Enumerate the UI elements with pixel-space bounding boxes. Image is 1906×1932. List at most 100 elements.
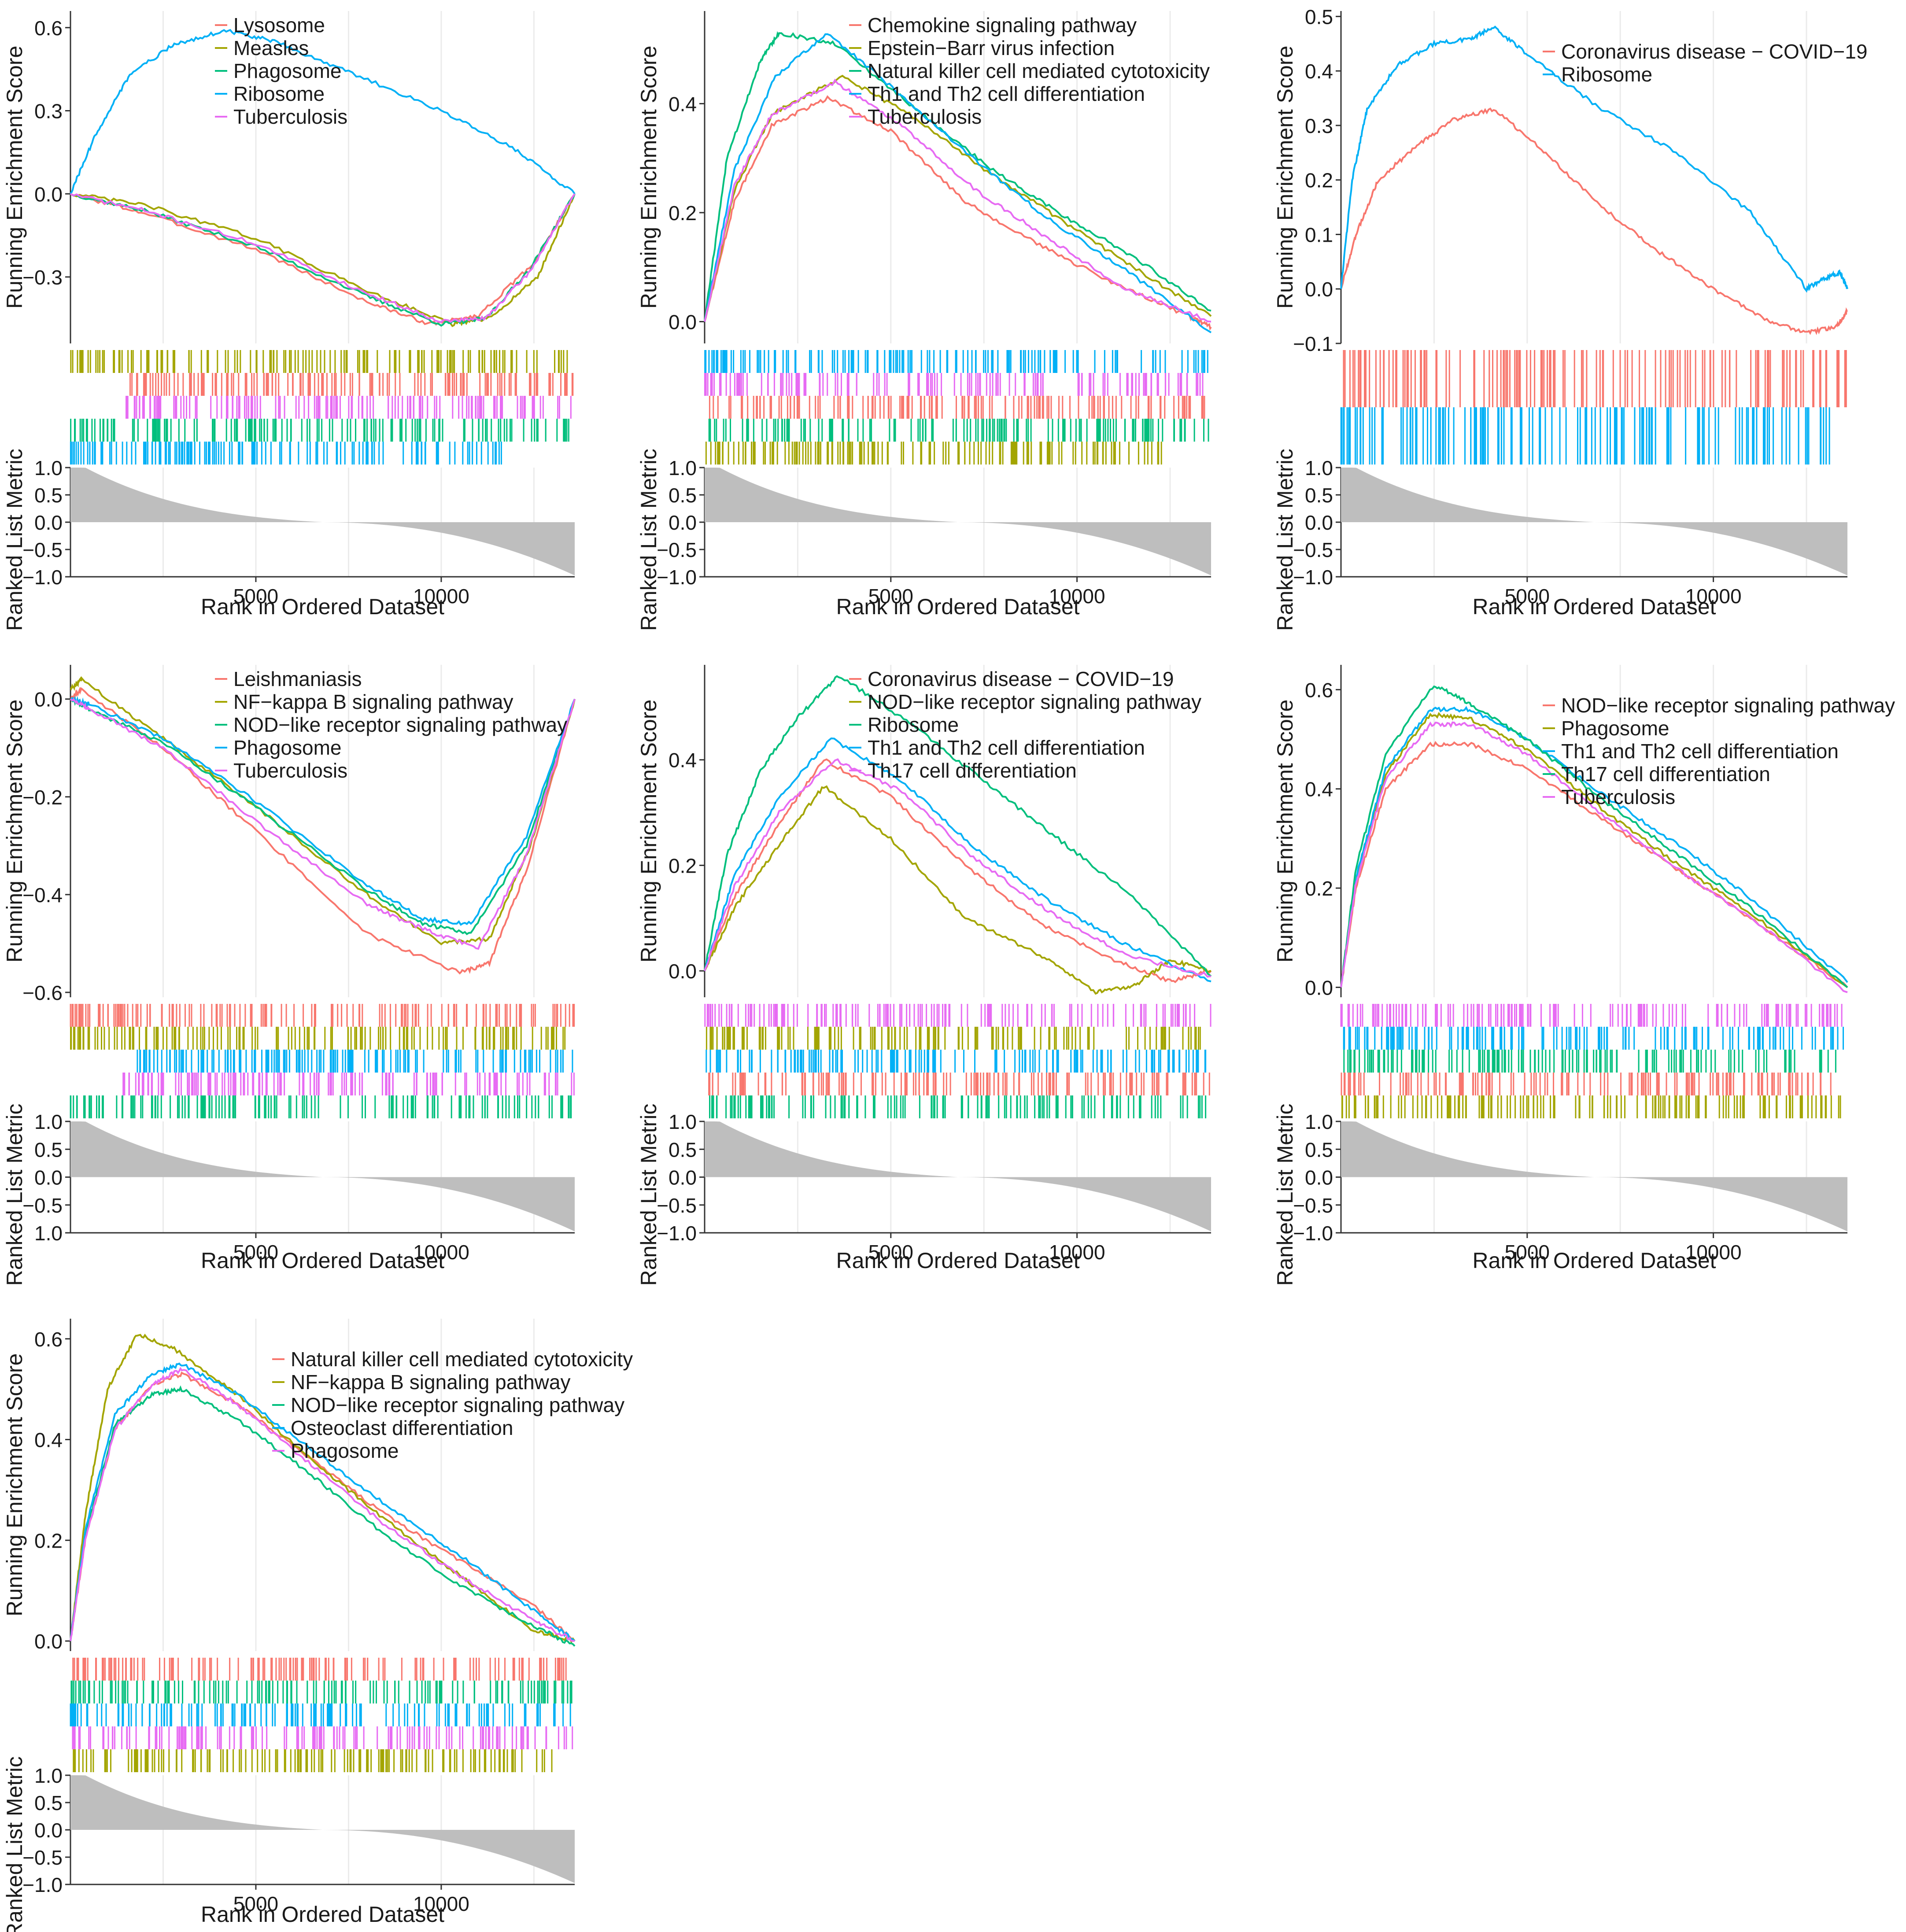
es-curve-phagosome bbox=[70, 696, 576, 926]
legend-label: Phagosome bbox=[233, 736, 342, 759]
legend-label: Th1 and Th2 cell differentiation bbox=[868, 82, 1145, 105]
metric-y-tick-label: 0.5 bbox=[1305, 1138, 1333, 1161]
legend-label: Ribosome bbox=[233, 82, 325, 105]
es-curve-tuberculosis bbox=[70, 697, 576, 950]
hit-ticks-measles bbox=[70, 350, 568, 373]
es-curve-tuberculosis bbox=[1340, 721, 1848, 993]
legend-label: Leishmaniasis bbox=[233, 667, 362, 690]
es-y-tick-label: 0.2 bbox=[34, 1529, 63, 1552]
es-y-axis-label: Running Enrichment Score bbox=[1273, 700, 1297, 963]
es-y-tick-label: 0.2 bbox=[669, 854, 697, 877]
es-y-tick-label: −0.2 bbox=[22, 786, 63, 809]
legend-label: Ribosome bbox=[1561, 63, 1652, 86]
es-y-axis-label: Running Enrichment Score bbox=[636, 46, 661, 309]
es-y-tick-label: 0.3 bbox=[34, 100, 63, 123]
es-y-tick-label: 0.4 bbox=[1305, 778, 1333, 801]
es-y-tick-label: 0.0 bbox=[34, 688, 63, 711]
es-y-tick-label: 0.6 bbox=[34, 1328, 63, 1351]
es-y-tick-label: 0.3 bbox=[1305, 114, 1333, 137]
hit-ticks-ribosome bbox=[1340, 407, 1830, 465]
legend-label: NOD−like receptor signaling pathway bbox=[291, 1394, 624, 1416]
es-curve-th1-and-th2-cell-differentiation bbox=[1340, 706, 1848, 988]
legend-label: Tuberculosis bbox=[1561, 785, 1675, 808]
hit-ticks-coronavirus-disease-covid-19 bbox=[1343, 350, 1847, 407]
metric-y-tick-label: −0.5 bbox=[22, 1846, 63, 1869]
es-y-tick-label: 0.2 bbox=[1305, 169, 1333, 192]
metric-y-tick-label: 1.0 bbox=[1305, 1110, 1333, 1133]
metric-y-axis-label: Ranked List Metric bbox=[1273, 449, 1297, 631]
legend-label: Measles bbox=[233, 37, 309, 59]
es-curve-th17-cell-differentiation bbox=[704, 758, 1212, 978]
metric-y-tick-label: −0.5 bbox=[1293, 538, 1333, 561]
metric-y-tick-label: −0.5 bbox=[22, 1194, 63, 1217]
es-y-tick-label: 0.6 bbox=[34, 17, 63, 40]
metric-y-tick-label: −0.5 bbox=[657, 1194, 697, 1217]
es-curve-coronavirus-disease-covid-19 bbox=[704, 758, 1212, 983]
es-curve-th17-cell-differentiation bbox=[1340, 685, 1848, 988]
es-curve-ribosome bbox=[70, 29, 576, 195]
x-tick-label: 5000 bbox=[1505, 1241, 1550, 1264]
metric-y-tick-label: 1.0 bbox=[34, 1764, 63, 1787]
legend-label: Natural killer cell mediated cytotoxicit… bbox=[868, 59, 1210, 82]
es-curve-phagosome bbox=[70, 1367, 575, 1642]
es-y-tick-label: 0.0 bbox=[1305, 278, 1333, 301]
hit-ticks-phagosome bbox=[70, 419, 569, 442]
hit-ticks-phagosome bbox=[1341, 1095, 1841, 1118]
legend-label: Phagosome bbox=[233, 59, 342, 82]
x-axis-label: Rank in Ordered Dataset bbox=[836, 594, 1079, 619]
legend-label: Th17 cell differentiation bbox=[1561, 763, 1770, 785]
metric-y-tick-label: −1.0 bbox=[1293, 566, 1333, 589]
es-curve-osteoclast-differentiation bbox=[70, 1362, 576, 1642]
hit-ticks-natural-killer-cell-mediated-cytotoxicity bbox=[708, 419, 1209, 442]
hit-ticks-nod-like-receptor-signaling-pathway bbox=[706, 1027, 1201, 1050]
gsea-panel-5: 0.4 0.2 0.0 1.0 0.5 0.0 −0.5 −1.0 5000 10000Rank … bbox=[636, 665, 1212, 1286]
hit-ticks-th1-and-th2-cell-differentiation bbox=[704, 350, 1208, 373]
legend-label: Phagosome bbox=[1561, 717, 1670, 740]
metric-y-tick-label: 0.5 bbox=[669, 1138, 697, 1161]
metric-y-tick-label: −0.5 bbox=[657, 538, 697, 561]
hit-ticks-chemokine-signaling-pathway bbox=[709, 396, 1205, 419]
metric-y-tick-label: −1.0 bbox=[22, 1873, 63, 1896]
legend-label: Coronavirus disease − COVID−19 bbox=[1561, 40, 1867, 63]
legend-label: NOD−like receptor signaling pathway bbox=[233, 713, 567, 736]
es-y-axis-label: Running Enrichment Score bbox=[2, 700, 27, 963]
hit-ticks-th1-and-th2-cell-differentiation bbox=[706, 1050, 1207, 1073]
hit-ticks-ribosome bbox=[70, 442, 502, 465]
metric-y-tick-label: −1.0 bbox=[657, 566, 697, 589]
gsea-panel-4: 0.0 −0.2 −0.4 −0.6 1.0 0.5 0.0 −0.5 1.0 5000 10000… bbox=[2, 665, 576, 1286]
es-y-tick-label: 0.2 bbox=[669, 202, 697, 225]
legend-label: NOD−like receptor signaling pathway bbox=[868, 690, 1201, 713]
metric-y-tick-label: 0.0 bbox=[34, 1819, 63, 1842]
es-y-tick-label: 0.0 bbox=[34, 1630, 63, 1653]
es-curve-epstein-barr-virus-infection bbox=[704, 74, 1212, 322]
hit-ticks-tuberculosis bbox=[1340, 1004, 1843, 1027]
x-axis-label: Rank in Ordered Dataset bbox=[1472, 594, 1716, 619]
metric-y-tick-label: 0.0 bbox=[34, 1166, 63, 1189]
legend-label: Th1 and Th2 cell differentiation bbox=[1561, 740, 1839, 763]
metric-y-tick-label: 0.0 bbox=[669, 511, 697, 534]
legend-label: NF−kappa B signaling pathway bbox=[233, 690, 513, 713]
metric-y-tick-label: 1.0 bbox=[34, 1110, 63, 1133]
es-y-tick-label: 0.0 bbox=[34, 183, 63, 206]
ranked-metric-area bbox=[70, 468, 575, 575]
legend-label: NF−kappa B signaling pathway bbox=[291, 1371, 570, 1394]
metric-y-tick-label: 0.5 bbox=[34, 1792, 63, 1814]
x-tick-label: 10000 bbox=[413, 585, 469, 608]
es-y-tick-label: −0.4 bbox=[22, 884, 63, 907]
x-axis-label: Rank in Ordered Dataset bbox=[201, 594, 444, 619]
es-y-tick-label: −0.3 bbox=[22, 266, 63, 289]
ranked-metric-area bbox=[705, 1121, 1211, 1231]
x-axis-label: Rank in Ordered Dataset bbox=[836, 1248, 1079, 1273]
metric-y-tick-label: −0.5 bbox=[1293, 1194, 1333, 1217]
legend-label: Tuberculosis bbox=[233, 105, 347, 128]
es-y-tick-label: 0.0 bbox=[1305, 976, 1333, 999]
es-curve-leishmaniasis bbox=[70, 686, 576, 975]
hit-ticks-th1-and-th2-cell-differentiation bbox=[1343, 1027, 1844, 1050]
metric-y-tick-label: −0.5 bbox=[22, 538, 63, 561]
x-tick-label: 5000 bbox=[233, 1241, 278, 1264]
legend-label: Lysosome bbox=[233, 14, 325, 37]
es-curve-ribosome bbox=[1340, 25, 1848, 293]
es-curve-th1-and-th2-cell-differentiation bbox=[704, 33, 1212, 333]
es-y-axis-label: Running Enrichment Score bbox=[1273, 46, 1297, 309]
